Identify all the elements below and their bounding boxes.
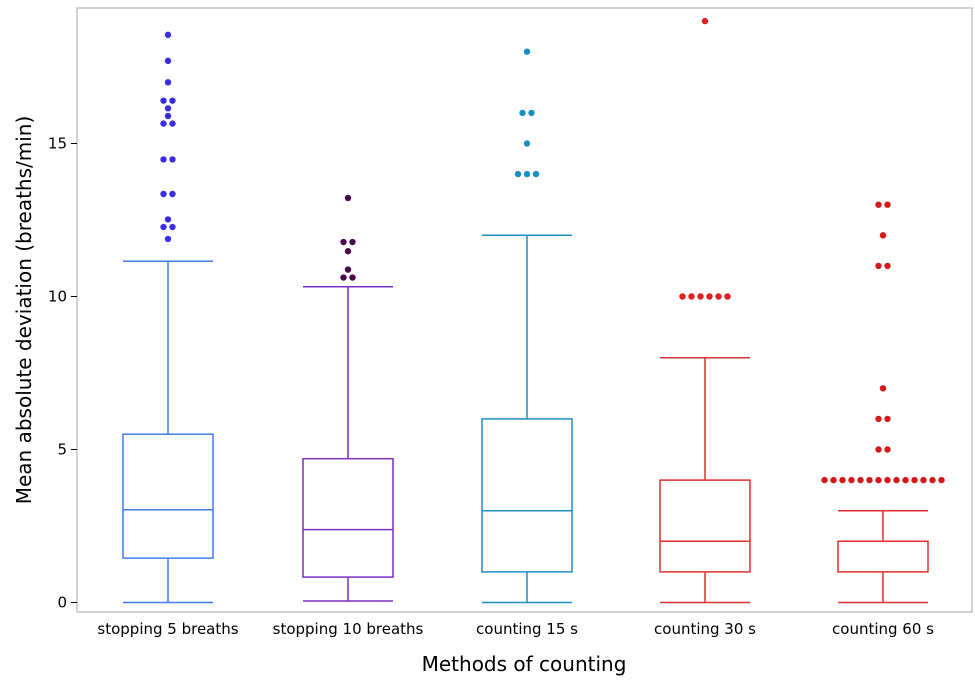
outlier-point	[523, 140, 531, 147]
outlier-point	[911, 476, 918, 484]
outlier-point	[164, 57, 172, 65]
y-tick-label: 15	[48, 135, 67, 153]
outlier-point	[164, 112, 172, 120]
y-axis: 0 5 10 15	[48, 135, 77, 612]
x-tick-label: counting 60 s	[832, 620, 934, 638]
outlier-point	[340, 274, 347, 281]
outlier-point	[160, 156, 167, 163]
outlier-point	[929, 476, 936, 484]
outlier-point	[701, 17, 709, 25]
outlier-point	[344, 266, 352, 273]
outlier-point	[519, 109, 526, 117]
outlier-point	[821, 476, 828, 484]
plot-frame	[76, 7, 973, 613]
outlier-point	[164, 235, 172, 243]
outlier-point	[920, 476, 927, 484]
outlier-point	[875, 201, 882, 208]
outlier-point	[164, 31, 172, 39]
x-axis-title: Methods of counting	[422, 652, 627, 676]
outlier-point	[875, 476, 882, 484]
outlier-point	[688, 293, 695, 300]
iqr-box	[122, 433, 214, 559]
iqr-box	[302, 457, 394, 578]
outlier-point	[160, 120, 167, 127]
y-axis-title: Mean absolute deviation (breaths/min)	[12, 116, 36, 505]
x-tick-label: stopping 5 breaths	[97, 620, 238, 638]
outlier-point	[875, 415, 882, 423]
outlier-point	[830, 476, 837, 484]
outlier-point	[697, 293, 704, 300]
outlier-point	[848, 476, 855, 484]
outlier-point	[349, 238, 356, 246]
outlier-point	[884, 415, 891, 423]
outlier-point	[724, 293, 731, 300]
x-tick-label: counting 15 s	[476, 620, 578, 638]
boxplot-series	[122, 17, 945, 604]
outlier-point	[349, 274, 356, 281]
outlier-point	[938, 476, 945, 484]
y-tick-label: 0	[57, 594, 67, 612]
outlier-point	[706, 293, 713, 300]
outlier-point	[169, 97, 176, 104]
outlier-point	[160, 97, 167, 104]
outlier-point	[875, 446, 882, 453]
box-group	[821, 201, 945, 604]
box-group	[122, 31, 214, 604]
outlier-point	[169, 190, 176, 198]
outlier-point	[884, 262, 891, 270]
box-group	[302, 194, 394, 602]
outlier-point	[164, 105, 172, 112]
outlier-point	[866, 476, 873, 484]
outlier-point	[514, 170, 522, 178]
x-axis: stopping 5 breaths stopping 10 breaths cou…	[97, 620, 934, 638]
outlier-point	[839, 476, 846, 484]
outlier-point	[679, 293, 686, 300]
outlier-point	[879, 232, 887, 239]
outlier-point	[528, 109, 535, 117]
outlier-point	[884, 446, 891, 453]
iqr-box	[481, 418, 573, 573]
outlier-point	[164, 79, 172, 86]
outlier-point	[169, 223, 176, 231]
box-group	[659, 17, 751, 604]
outlier-point	[875, 262, 882, 270]
outlier-point	[884, 476, 891, 484]
outlier-point	[344, 248, 352, 255]
box-group	[481, 48, 573, 604]
outlier-point	[169, 156, 176, 163]
outlier-point	[523, 170, 531, 178]
outlier-point	[893, 476, 900, 484]
outlier-point	[857, 476, 864, 484]
outlier-point	[169, 120, 176, 127]
iqr-box	[659, 479, 751, 573]
y-tick-label: 5	[57, 441, 67, 459]
y-tick-label: 10	[48, 288, 67, 306]
x-tick-label: stopping 10 breaths	[273, 620, 424, 638]
x-tick-label: counting 30 s	[654, 620, 756, 638]
iqr-box	[837, 540, 929, 573]
outlier-point	[160, 223, 167, 231]
outlier-point	[879, 385, 887, 392]
outlier-point	[160, 190, 167, 198]
outlier-point	[884, 201, 891, 208]
outlier-point	[715, 293, 722, 300]
outlier-point	[902, 476, 909, 484]
outlier-point	[340, 238, 347, 246]
outlier-point	[344, 194, 352, 202]
outlier-point	[532, 170, 540, 178]
outlier-point	[523, 48, 531, 55]
outlier-point	[164, 216, 172, 223]
